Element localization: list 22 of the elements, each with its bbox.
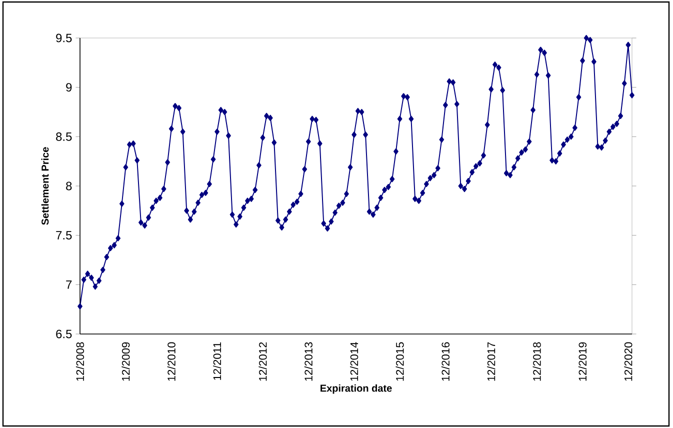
x-tick-label: 12/2011 (213, 342, 222, 380)
x-tick-label: 12/2016 (441, 342, 450, 381)
x-axis-title: Expiration date (320, 384, 392, 394)
x-tick-label: 12/2019 (578, 342, 587, 381)
y-tick-label: 6.5 (56, 330, 72, 338)
y-tick-label: 9.5 (56, 34, 72, 42)
x-tick-label: 12/2008 (76, 342, 84, 381)
x-tick-label: 12/2017 (487, 342, 496, 381)
x-tick-label: 12/2009 (122, 342, 130, 381)
y-axis-title: Settlement Price (41, 147, 49, 225)
y-tick-label: 7 (66, 280, 72, 289)
x-tick-label: 12/2012 (258, 342, 267, 381)
x-tick-label: 12/2014 (350, 342, 358, 381)
y-tick-label: 9 (66, 83, 72, 92)
x-tick-label: 12/2013 (304, 342, 312, 381)
x-tick-label: 12/2010 (167, 342, 176, 381)
y-tick-label: 7.5 (56, 231, 72, 240)
x-tick-label: 12/2020 (624, 342, 632, 381)
x-tick-label: 12/2015 (396, 342, 404, 381)
y-tick-label: 8.5 (56, 132, 72, 141)
x-tick-label: 12/2018 (532, 342, 541, 381)
y-tick-label: 8 (66, 182, 72, 190)
